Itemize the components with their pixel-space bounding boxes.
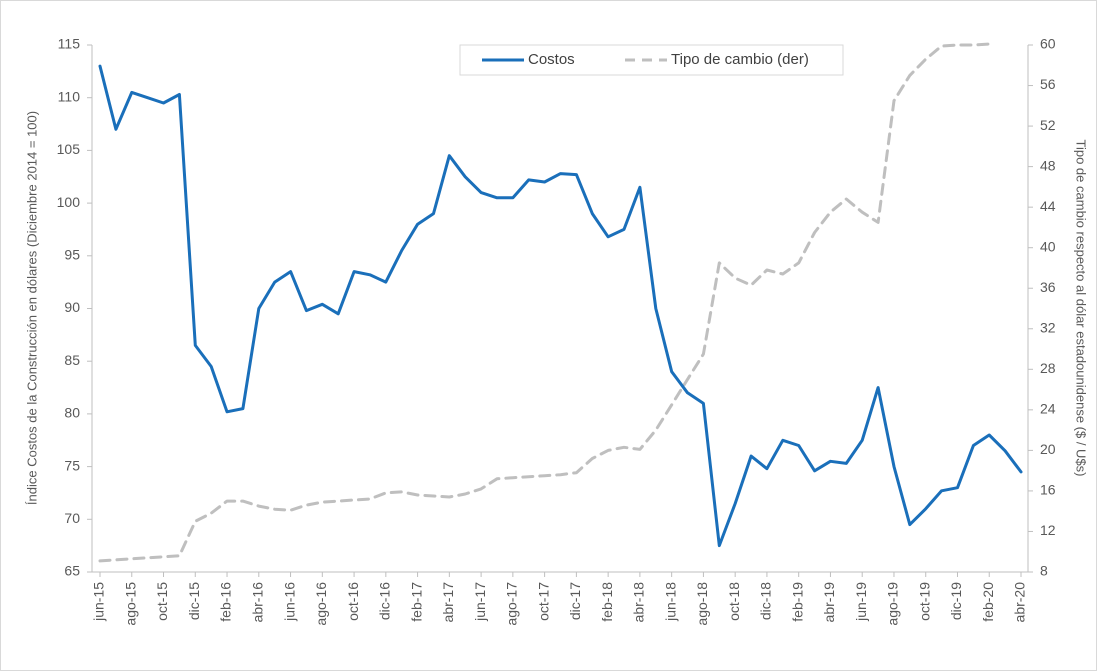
- y2-tick-label: 8: [1040, 563, 1048, 579]
- y2-tick-label: 32: [1040, 319, 1056, 335]
- x-tick-label: ago-16: [313, 582, 329, 626]
- y2-tick-label: 20: [1040, 441, 1056, 457]
- x-tick-label: ago-18: [694, 582, 710, 626]
- x-tick-label: dic-15: [186, 582, 202, 620]
- series-line: [98, 64, 1023, 548]
- x-tick-label: ago-19: [885, 582, 901, 626]
- y-tick-label: 70: [64, 510, 80, 526]
- y-tick-label: 115: [58, 36, 81, 52]
- x-tick-label: feb-17: [408, 582, 424, 622]
- y2-tick-label: 28: [1040, 360, 1056, 376]
- y2-tick-label: 12: [1040, 522, 1056, 538]
- x-tick-label: jun-15: [91, 582, 107, 622]
- series-line: [98, 42, 991, 563]
- x-tick-label: dic-19: [948, 582, 964, 620]
- y2-tick-label: 24: [1040, 401, 1056, 417]
- y-tick-label: 100: [57, 194, 81, 210]
- y2-axis-label: Tipo de cambio respecto al dólar estadou…: [1074, 140, 1089, 477]
- x-tick-label: abr-20: [1012, 582, 1028, 623]
- y2-tick-label: 44: [1040, 198, 1056, 214]
- x-tick-label: oct-19: [916, 582, 932, 621]
- x-tick-label: oct-17: [535, 582, 551, 621]
- legend-label: Tipo de cambio (der): [671, 51, 809, 68]
- y2-tick-label: 40: [1040, 238, 1056, 254]
- x-tick-label: dic-18: [758, 582, 774, 620]
- y-axis-label: Índice Costos de la Construcción en dóla…: [24, 111, 39, 505]
- x-tick-label: abr-16: [249, 582, 265, 623]
- x-tick-label: dic-17: [567, 582, 583, 620]
- x-tick-label: feb-19: [789, 582, 805, 622]
- x-tick-label: jun-17: [472, 582, 488, 622]
- y2-tick-label: 48: [1040, 157, 1056, 173]
- x-tick-label: feb-18: [599, 582, 615, 622]
- y-tick-label: 95: [64, 247, 80, 263]
- y-tick-label: 65: [64, 563, 80, 579]
- x-tick-label: ago-15: [122, 582, 138, 626]
- x-tick-label: abr-19: [821, 582, 837, 623]
- legend-label: Costos: [528, 51, 575, 68]
- x-tick-label: jun-16: [281, 582, 297, 622]
- y2-tick-label: 52: [1040, 117, 1056, 133]
- y-tick-label: 110: [58, 88, 81, 104]
- y2-tick-label: 60: [1040, 36, 1056, 52]
- x-tick-label: abr-18: [631, 582, 647, 623]
- x-tick-label: oct-18: [726, 582, 742, 621]
- x-tick-label: oct-16: [345, 582, 361, 621]
- x-tick-label: feb-20: [980, 582, 996, 622]
- y-tick-label: 90: [64, 299, 80, 315]
- x-tick-label: dic-16: [377, 582, 393, 620]
- x-tick-label: jun-19: [853, 582, 869, 622]
- x-tick-label: ago-17: [504, 582, 520, 626]
- y-tick-label: 75: [64, 457, 80, 473]
- y-tick-label: 105: [57, 141, 81, 157]
- y-tick-label: 80: [64, 405, 80, 421]
- x-tick-label: oct-15: [154, 582, 170, 621]
- y2-tick-label: 56: [1040, 76, 1056, 92]
- y2-tick-label: 16: [1040, 482, 1056, 498]
- x-tick-label: abr-17: [440, 582, 456, 623]
- y2-tick-label: 36: [1040, 279, 1056, 295]
- x-tick-label: jun-18: [662, 582, 678, 622]
- x-tick-label: feb-16: [218, 582, 234, 622]
- y-tick-label: 85: [64, 352, 80, 368]
